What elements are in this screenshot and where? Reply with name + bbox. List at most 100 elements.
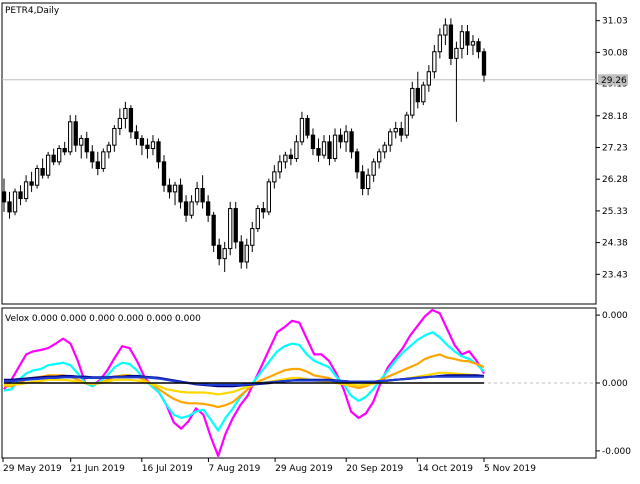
- time-tick-label: 5 Nov 2019: [484, 464, 536, 474]
- price-pane-frame[interactable]: [1, 2, 597, 305]
- candle-body: [239, 241, 244, 263]
- candle-body: [288, 154, 294, 160]
- candle-body: [443, 24, 448, 36]
- time-tick-label: 29 May 2019: [3, 464, 62, 474]
- indicator-tick-label: -0.000: [602, 447, 631, 457]
- time-tick-label: 20 Sep 2019: [346, 464, 403, 474]
- candle-body: [272, 171, 277, 183]
- candle-body: [79, 137, 84, 146]
- price-tick-label: 26.28: [602, 175, 628, 185]
- candle-body: [426, 71, 431, 86]
- candle-body: [84, 137, 89, 153]
- candle-body: [139, 137, 145, 146]
- time-tick-label: 14 Oct 2019: [417, 464, 473, 474]
- candle-body: [222, 248, 227, 260]
- indicator-series: [3, 308, 485, 458]
- candle-body: [106, 144, 111, 153]
- candle-body: [68, 121, 73, 153]
- candle-body: [283, 154, 288, 163]
- chart-title: PETR4,Daily: [5, 6, 60, 16]
- candle-body: [371, 161, 376, 176]
- candle-body: [244, 244, 249, 263]
- candle-body: [183, 201, 189, 216]
- time-tick-label: 16 Jul 2019: [142, 464, 193, 474]
- candle-body: [228, 208, 233, 250]
- candle-body: [7, 201, 12, 213]
- candle-body: [266, 181, 271, 213]
- candle-body: [233, 208, 238, 243]
- candle-body: [404, 114, 409, 136]
- candle-body: [150, 141, 156, 149]
- time-axis: 29 May 2019 21 Jun 2019 16 Jul 2019 7 Aug 2…: [2, 458, 536, 474]
- price-tick-label: 28.18: [602, 112, 628, 122]
- candle-body: [156, 141, 161, 163]
- candle-body: [23, 181, 29, 200]
- candle-body: [382, 144, 387, 153]
- candle-body: [167, 184, 172, 193]
- indicator-label: Velox 0.000 0.000 0.000 0.000 0.000 0.00…: [5, 314, 201, 324]
- candle-body: [112, 127, 117, 146]
- candle-body: [399, 127, 404, 136]
- indicator-axis: 0.000 0.000 -0.000: [596, 311, 631, 457]
- candle-body: [211, 214, 216, 246]
- candle-body: [476, 41, 481, 53]
- time-tick-label: 7 Aug 2019: [208, 464, 260, 474]
- candle-body: [57, 147, 62, 163]
- candle-body: [200, 188, 205, 203]
- price-tick-label: 23.43: [602, 270, 628, 280]
- indicator-line: [3, 308, 485, 458]
- price-tick-label: 31.03: [602, 17, 628, 27]
- candle-body: [95, 161, 100, 170]
- candle-body: [310, 134, 316, 149]
- price-tick-label: 24.38: [602, 239, 628, 249]
- candle-body: [305, 117, 310, 136]
- candle-body: [481, 51, 487, 76]
- candle-body: [123, 107, 128, 119]
- price-tick-label: 30.08: [602, 48, 628, 58]
- candle-body: [448, 24, 454, 59]
- candle-body: [465, 31, 470, 46]
- candle-body: [194, 188, 200, 203]
- candle-body: [321, 141, 327, 156]
- candle-body: [437, 34, 443, 53]
- candle-body: [1, 191, 7, 203]
- candle-body: [161, 161, 167, 186]
- candle-body: [172, 184, 178, 193]
- indicator-tick-label: 0.000: [602, 379, 628, 389]
- candlestick-series: [1, 18, 487, 272]
- candle-body: [261, 208, 266, 213]
- candle-body: [128, 107, 134, 133]
- candle-body: [354, 151, 360, 173]
- candle-body: [250, 228, 255, 246]
- candle-body: [415, 87, 420, 103]
- candle-body: [277, 161, 283, 173]
- candle-body: [12, 191, 18, 213]
- candle-body: [377, 151, 382, 163]
- candle-body: [255, 208, 260, 230]
- candle-body: [145, 144, 150, 149]
- candle-body: [178, 184, 183, 203]
- candle-body: [421, 84, 426, 103]
- candle-body: [332, 134, 338, 160]
- candle-body: [29, 181, 34, 186]
- candle-body: [432, 51, 437, 73]
- candle-body: [365, 174, 371, 190]
- candle-body: [470, 41, 476, 46]
- candle-body: [299, 117, 305, 143]
- candle-body: [388, 131, 393, 146]
- candle-body: [454, 47, 459, 59]
- candle-body: [18, 191, 23, 200]
- candle-body: [338, 134, 343, 143]
- candle-body: [117, 117, 123, 129]
- candle-body: [45, 154, 51, 176]
- price-tick-label: 27.23: [602, 143, 628, 153]
- candle-body: [189, 201, 194, 216]
- candle-body: [294, 141, 299, 160]
- indicator-line: [4, 375, 484, 386]
- current-price-label: 29.26: [601, 76, 627, 86]
- time-tick-label: 21 Jun 2019: [71, 464, 125, 474]
- indicator-tick-label: 0.000: [602, 311, 628, 321]
